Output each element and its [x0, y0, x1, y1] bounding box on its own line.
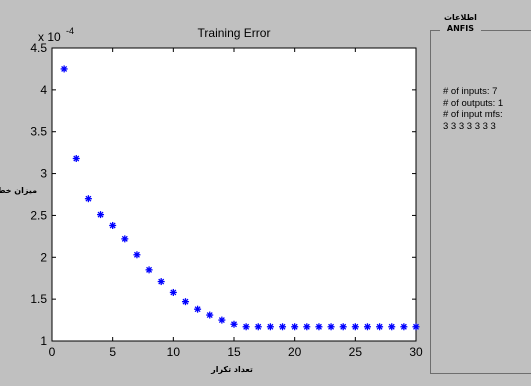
data-point	[376, 323, 384, 331]
y-tick-label: 2.5	[30, 208, 47, 222]
data-point	[72, 155, 80, 163]
data-point	[351, 323, 359, 331]
y-tick-label: 1	[40, 334, 47, 348]
data-point	[303, 323, 311, 331]
chart-title: Training Error	[198, 26, 271, 40]
axis-ticks: 0 5 10 15 20 25 30 1 1.5 2 2.5 3 3.5 4 4.5	[30, 41, 423, 359]
x-tick-label: 25	[349, 345, 363, 359]
data-point	[97, 211, 105, 219]
data-point	[327, 323, 335, 331]
data-point	[169, 288, 177, 296]
data-point	[133, 251, 141, 259]
plot-area	[51, 47, 417, 342]
data-point	[339, 323, 347, 331]
data-point	[291, 323, 299, 331]
data-point	[266, 323, 274, 331]
x-tick-label: 15	[227, 345, 241, 359]
data-point	[181, 298, 189, 306]
data-point	[60, 65, 68, 73]
info-mfs-values: 3 3 3 3 3 3 3	[443, 120, 496, 132]
anfis-info-text: # of inputs: 7 # of outputs: 1 # of inpu…	[443, 86, 503, 132]
data-point	[254, 323, 262, 331]
data-point	[388, 323, 396, 331]
data-point	[194, 305, 202, 313]
data-point	[230, 320, 238, 328]
data-point	[109, 221, 117, 229]
info-mfs-label: # of input mfs:	[443, 109, 503, 120]
anfis-info-title: اطلاعات ANFIS	[440, 12, 481, 34]
data-point	[315, 323, 323, 331]
x-tick-label: 0	[49, 345, 56, 359]
data-point	[218, 316, 226, 324]
data-point	[145, 266, 153, 274]
info-inputs: # of inputs: 7	[443, 86, 498, 97]
x-axis-label: تعداد تکرار	[210, 365, 253, 374]
data-point	[400, 323, 408, 331]
x-tick-label: 30	[409, 345, 423, 359]
info-outputs: # of outputs: 1	[443, 97, 504, 109]
data-point	[412, 323, 420, 331]
y-tick-label: 3.5	[30, 125, 47, 139]
data-point	[363, 323, 371, 331]
x-tick-label: 5	[109, 345, 116, 359]
y-tick-label: 4	[40, 83, 47, 97]
data-point	[279, 323, 287, 331]
data-markers	[60, 65, 420, 331]
y-tick-label: 1.5	[30, 292, 47, 306]
info-title-line-1: اطلاعات	[444, 13, 477, 22]
data-point	[121, 235, 129, 243]
y-tick-label: 4.5	[30, 41, 47, 55]
data-point	[242, 323, 250, 331]
x-tick-label: 10	[167, 345, 181, 359]
y-axis-label: میزان خطا	[0, 186, 37, 195]
data-point	[206, 311, 214, 319]
y-tick-label: 3	[40, 167, 47, 181]
data-point	[157, 278, 165, 286]
y-tick-label: 2	[40, 250, 47, 264]
anfis-info-panel	[430, 30, 531, 374]
x-tick-label: 20	[288, 345, 302, 359]
y-exponent-power: -4	[66, 26, 74, 36]
y-exponent-base: x 10	[38, 30, 61, 44]
data-point	[84, 195, 92, 203]
info-title-line-2: ANFIS	[446, 24, 474, 33]
